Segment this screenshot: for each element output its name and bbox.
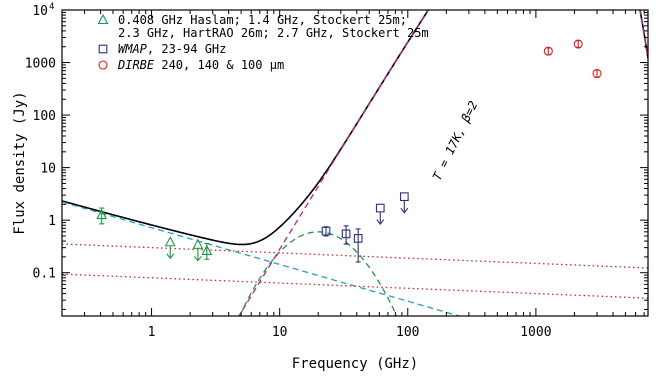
model-annotation: T = 17K, β=2 — [430, 99, 481, 183]
y-tick-label: 10 — [32, 4, 48, 19]
data-point — [573, 39, 583, 49]
legend-entry: WMAP, 23-94 GHz — [98, 42, 226, 56]
x-tick-label: 100 — [396, 325, 419, 340]
marker-circle — [543, 46, 553, 56]
upper-limit-arrowhead — [166, 253, 175, 260]
x-tick-label: 1000 — [520, 325, 551, 340]
data-point — [192, 238, 204, 262]
data-point — [164, 236, 176, 260]
y-tick-label-exponent: 4 — [49, 2, 54, 12]
data-point — [201, 242, 213, 260]
axis-ticks — [61, 9, 648, 316]
y-tick-label: 0.1 — [33, 267, 56, 282]
upper-limit-arrowhead — [193, 255, 202, 262]
x-tick-label: 1 — [148, 325, 156, 340]
legend-label-name: WMAP — [118, 42, 148, 56]
curve-total — [62, 10, 648, 246]
data-points — [96, 39, 602, 263]
legend-marker-circle — [98, 60, 108, 70]
marker-circle — [573, 39, 583, 49]
legend: 0.408 GHz Haslam; 1.4 GHz, Stockert 25m;… — [97, 13, 429, 72]
data-point — [543, 46, 553, 56]
legend-label-name: DIRBE — [117, 58, 155, 72]
curve-free-free-2 — [62, 273, 648, 299]
curve-spinning-dust — [238, 231, 398, 316]
model-curves — [62, 10, 648, 316]
y-tick-label: 1 — [48, 214, 56, 229]
y-tick-label: 1000 — [25, 57, 56, 72]
legend-marker-triangle — [97, 13, 109, 25]
curve-free-free — [62, 243, 648, 269]
data-point — [96, 207, 108, 225]
upper-limit-arrowhead — [400, 207, 409, 214]
data-point — [341, 225, 351, 245]
data-point — [321, 226, 331, 237]
plot-frame — [61, 9, 649, 317]
curve-synchrotron — [62, 201, 462, 316]
marker-square — [399, 192, 409, 202]
curve-thermal-dust — [238, 10, 648, 316]
data-point — [353, 228, 363, 263]
legend-label: WMAP, 23-94 GHz — [118, 42, 226, 56]
y-axis-label: Flux density (Jy) — [12, 91, 28, 234]
marker-triangle — [164, 236, 176, 247]
legend-label: 2.3 GHz, HartRAO 26m; 2.7 GHz, Stockert … — [118, 26, 429, 40]
marker-triangle — [192, 238, 204, 249]
marker-triangle — [201, 244, 213, 255]
marker-square — [341, 229, 351, 239]
marker-square — [353, 234, 363, 243]
legend-label-rest: , 23-94 GHz — [147, 42, 226, 56]
legend-label-rest: 240, 140 & 100 μm — [154, 58, 284, 72]
x-tick-label: 10 — [272, 325, 288, 340]
y-tick-label: 100 — [33, 109, 56, 124]
upper-limit-arrowhead — [376, 219, 385, 225]
data-point — [592, 68, 602, 79]
y-tick-label: 10 — [40, 162, 56, 177]
data-point — [399, 192, 409, 214]
marker-triangle — [96, 208, 108, 220]
legend-label: 0.408 GHz Haslam; 1.4 GHz, Stockert 25m; — [118, 13, 407, 27]
marker-square — [375, 203, 385, 213]
legend-entry: DIRBE 240, 140 & 100 μm — [98, 58, 284, 72]
marker-square — [321, 226, 331, 236]
x-axis-label: Frequency (GHz) — [292, 356, 418, 372]
legend-label: DIRBE 240, 140 & 100 μm — [117, 58, 284, 72]
legend-marker-square — [98, 44, 108, 54]
legend-entry: 0.408 GHz Haslam; 1.4 GHz, Stockert 25m;… — [97, 13, 429, 40]
marker-circle — [592, 68, 602, 79]
data-point — [375, 203, 385, 225]
